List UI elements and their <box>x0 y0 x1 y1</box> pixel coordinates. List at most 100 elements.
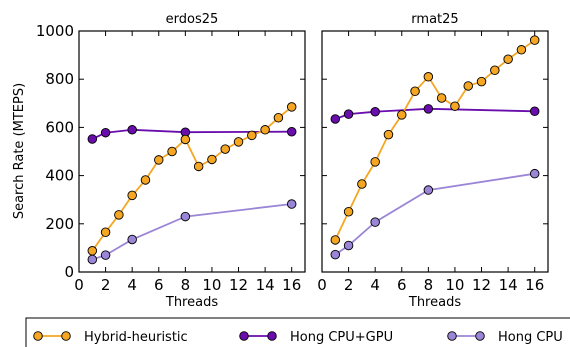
data-point <box>330 249 341 260</box>
data-point <box>330 114 341 124</box>
data-point <box>410 86 420 96</box>
x-tick-label: 10 <box>202 276 221 294</box>
y-tick-label: 200 <box>45 215 74 233</box>
x-tick-label: 14 <box>256 276 275 294</box>
data-point <box>463 81 473 91</box>
x-tick-label: 12 <box>472 276 491 294</box>
data-point <box>343 109 354 119</box>
x-tick-label: 0 <box>74 276 84 294</box>
data-point <box>529 35 540 45</box>
x-tick-label: 10 <box>445 276 464 294</box>
data-point <box>436 93 447 103</box>
series-hong-cpu-gpu <box>330 104 540 124</box>
x-axis-label: Threads <box>408 295 461 310</box>
data-point <box>357 179 367 189</box>
series-hong-cpu <box>330 168 540 260</box>
x-tick-label: 4 <box>127 276 137 294</box>
series-line <box>91 106 293 252</box>
data-point <box>87 246 98 256</box>
series-hybrid-heuristic <box>330 35 540 245</box>
x-tick-label: 4 <box>370 276 380 294</box>
data-point <box>370 217 380 227</box>
x-tick-label: 12 <box>229 276 248 294</box>
series-line <box>334 107 535 120</box>
data-point <box>423 185 434 195</box>
data-point <box>154 155 164 165</box>
data-point <box>87 134 98 144</box>
legend-item: Hong CPU <box>447 330 563 345</box>
panel-title: erdos25 <box>166 12 219 27</box>
data-point <box>180 211 191 222</box>
data-point <box>423 72 434 82</box>
series-hong-cpu <box>87 199 297 265</box>
x-axis-label: Threads <box>165 295 218 310</box>
legend-label: Hybrid-heuristic <box>84 330 188 345</box>
y-tick-label: 600 <box>45 118 74 136</box>
legend-marker <box>475 331 485 341</box>
data-point <box>286 199 297 209</box>
data-point <box>127 125 137 135</box>
data-point <box>423 104 434 114</box>
data-point <box>220 144 230 154</box>
series-line <box>334 39 536 241</box>
legend-item: Hong CPU+GPU <box>239 330 393 345</box>
y-tick-label: 400 <box>45 167 74 185</box>
data-point <box>127 190 137 201</box>
x-tick-label: 2 <box>344 276 354 294</box>
legend-marker <box>33 331 43 341</box>
data-point <box>503 54 513 64</box>
x-tick-label: 2 <box>101 276 111 294</box>
data-point <box>100 127 111 138</box>
data-point <box>529 168 540 179</box>
panel-title: rmat25 <box>411 12 458 27</box>
data-point <box>476 76 487 87</box>
data-point <box>383 129 394 140</box>
legend-marker <box>267 331 277 341</box>
data-point <box>260 125 270 135</box>
x-tick-label: 16 <box>282 276 301 294</box>
plot-frame <box>78 30 306 273</box>
legend-label: Hong CPU <box>498 330 563 345</box>
data-point <box>370 157 380 167</box>
data-point <box>180 134 191 145</box>
data-point <box>370 106 380 117</box>
data-point <box>140 175 151 185</box>
data-point <box>273 113 284 123</box>
data-point <box>247 130 257 141</box>
data-point <box>450 101 460 111</box>
data-point <box>127 234 137 245</box>
data-point <box>87 254 98 265</box>
legend-marker <box>61 331 71 341</box>
legend-marker <box>447 331 457 341</box>
data-point <box>233 137 244 147</box>
data-point <box>193 161 204 172</box>
data-point <box>529 106 540 117</box>
data-point <box>516 45 527 55</box>
panel-2: rmat25 Threads 0 2 4 6 8 10 12 14 16 <box>317 12 549 310</box>
series-hong-cpu-gpu <box>87 125 297 144</box>
data-point <box>100 250 111 260</box>
legend: Hybrid-heuristic Hong CPU+GPU Hong CPU <box>25 317 570 347</box>
data-point <box>286 126 297 137</box>
x-tick-label: 8 <box>181 276 191 294</box>
data-point <box>397 110 407 120</box>
legend-item: Hybrid-heuristic <box>33 330 188 345</box>
y-tick-label: 1000 <box>36 22 74 40</box>
series-hybrid-heuristic <box>87 102 297 256</box>
data-point <box>167 146 177 157</box>
x-tick-label: 16 <box>525 276 544 294</box>
x-tick-label: 8 <box>424 276 434 294</box>
data-point <box>343 240 354 251</box>
y-tick-label: 800 <box>45 70 74 88</box>
data-point <box>330 235 341 245</box>
legend-label: Hong CPU+GPU <box>290 330 393 345</box>
x-tick-label: 0 <box>317 276 327 294</box>
data-point <box>100 227 111 237</box>
data-point <box>114 210 124 220</box>
plot-frame <box>321 30 549 273</box>
data-point <box>286 102 297 112</box>
data-point <box>343 206 354 217</box>
x-tick-label: 6 <box>154 276 164 294</box>
